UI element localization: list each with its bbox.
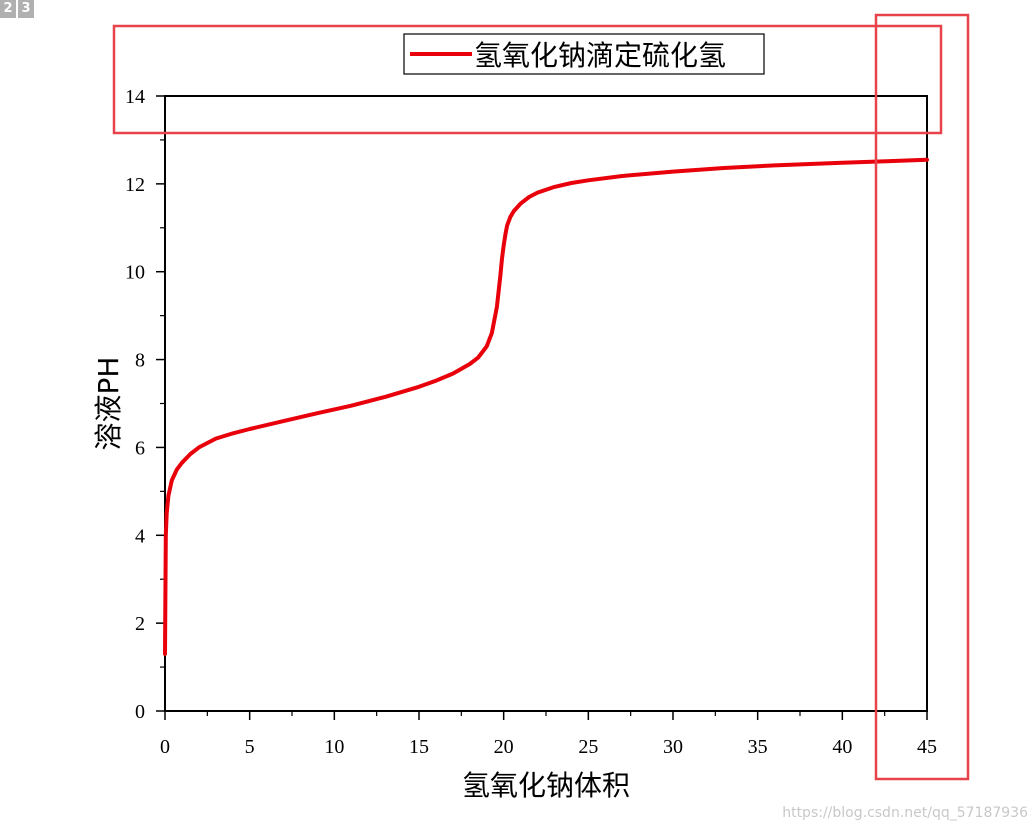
page-badge-3[interactable]: 3 (18, 0, 34, 18)
y-tick-label: 6 (135, 437, 145, 459)
x-tick-label: 10 (324, 736, 344, 758)
y-tick-label: 4 (135, 525, 145, 547)
y-axis-title: 溶液PH (92, 357, 125, 451)
page-number-badges: 2 3 (0, 0, 34, 18)
legend: 氢氧化钠滴定硫化氢 (403, 33, 765, 75)
x-axis-title: 氢氧化钠体积 (462, 769, 630, 802)
highlight-box-right (874, 13, 970, 781)
page-badge-2[interactable]: 2 (0, 0, 16, 18)
y-tick-label: 12 (125, 174, 145, 196)
legend-label: 氢氧化钠滴定硫化氢 (474, 39, 726, 72)
y-axis-ticks (156, 95, 165, 712)
x-tick-label: 45 (917, 736, 937, 758)
x-tick-label: 35 (748, 736, 768, 758)
x-tick-label: 15 (409, 736, 429, 758)
y-tick-label: 10 (125, 262, 145, 284)
y-axis-tick-labels: 0 2 4 6 8 10 12 14 (125, 86, 145, 723)
x-tick-label: 40 (832, 736, 852, 758)
x-tick-label: 25 (578, 736, 598, 758)
y-tick-label: 2 (135, 613, 145, 635)
x-axis-ticks (164, 711, 928, 720)
x-axis-tick-labels: 0 5 10 15 20 25 30 35 40 45 (160, 736, 937, 758)
x-tick-label: 5 (245, 736, 255, 758)
y-tick-label: 14 (125, 86, 145, 108)
x-tick-label: 30 (663, 736, 683, 758)
watermark-text: https://blog.csdn.net/qq_57187936 (782, 805, 1028, 821)
x-tick-label: 20 (494, 736, 514, 758)
y-tick-label: 8 (135, 350, 145, 372)
x-tick-label: 0 (160, 736, 170, 758)
series-line-naoh-h2s (163, 157, 929, 656)
y-tick-label: 0 (135, 701, 145, 723)
highlight-box-top (112, 24, 943, 135)
